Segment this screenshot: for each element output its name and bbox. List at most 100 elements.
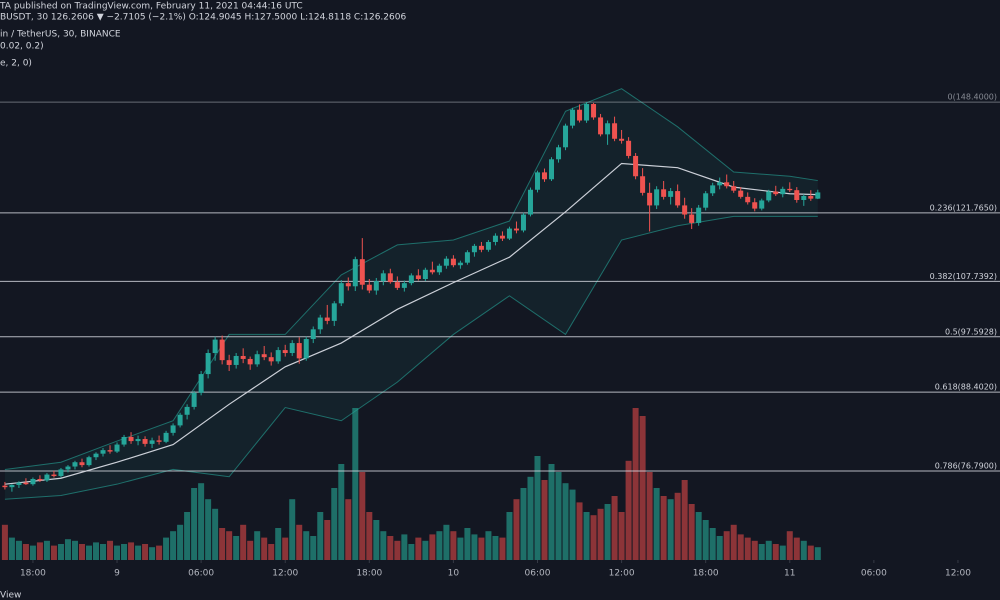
volume-bar bbox=[149, 547, 156, 560]
band-fill bbox=[4, 88, 818, 500]
volume-bar bbox=[78, 544, 85, 560]
candle-body bbox=[640, 176, 646, 193]
candle-body bbox=[808, 195, 814, 199]
header-line: BUSDT, 30 126.2606 ▼ −2.7105 (−2.1%) O:1… bbox=[0, 13, 406, 23]
volume-bar bbox=[695, 512, 702, 560]
candle-body bbox=[815, 192, 821, 199]
candle-body bbox=[268, 357, 274, 362]
candle-body bbox=[436, 265, 442, 273]
candle-body bbox=[689, 214, 695, 223]
candle-body bbox=[485, 241, 491, 250]
volume-bar bbox=[555, 472, 562, 560]
candle-body bbox=[310, 329, 316, 340]
x-tick-label: 12:00 bbox=[609, 569, 635, 579]
candle-body bbox=[780, 188, 786, 195]
volume-bar bbox=[450, 531, 457, 560]
candle-body bbox=[86, 457, 92, 466]
x-tick-label: 18:00 bbox=[693, 569, 719, 579]
candle-body bbox=[401, 283, 407, 288]
volume-bar bbox=[170, 531, 177, 560]
candle-body bbox=[261, 354, 267, 358]
candle-body bbox=[443, 258, 449, 266]
band-upper bbox=[4, 88, 818, 470]
volume-bar bbox=[569, 489, 576, 560]
candle-body bbox=[626, 140, 632, 156]
volume-bar bbox=[219, 528, 226, 560]
candle-body bbox=[352, 259, 358, 287]
volume-bar bbox=[716, 536, 723, 560]
candle-body bbox=[598, 117, 604, 135]
candle-body bbox=[752, 202, 758, 209]
volume-bar bbox=[401, 534, 408, 560]
candle-body bbox=[647, 192, 653, 206]
fib-label: 0.786(76.7900) bbox=[935, 461, 997, 470]
volume-bar bbox=[226, 531, 233, 560]
volume-bar bbox=[359, 472, 366, 560]
fib-label: 0.5(97.5928) bbox=[945, 327, 997, 336]
candle-body bbox=[205, 353, 211, 375]
band-lower bbox=[4, 215, 818, 500]
volume-bar bbox=[15, 540, 22, 560]
candle-body bbox=[16, 482, 22, 485]
volume-bar bbox=[303, 531, 310, 560]
candle-body bbox=[135, 439, 141, 442]
volume-bar bbox=[289, 499, 296, 560]
candle-body bbox=[549, 159, 555, 180]
volume-bar bbox=[499, 537, 506, 560]
candle-body bbox=[128, 436, 134, 442]
volume-bar bbox=[345, 499, 352, 560]
volume-bar bbox=[590, 515, 597, 560]
volume-bar bbox=[36, 542, 43, 560]
candle-body bbox=[556, 147, 562, 160]
candle-body bbox=[58, 469, 64, 477]
candle-body bbox=[563, 125, 569, 148]
volume-bar bbox=[261, 537, 268, 560]
candle-body bbox=[450, 258, 456, 266]
volume-bar bbox=[800, 540, 807, 560]
candle-body bbox=[513, 228, 519, 231]
volume-bar bbox=[723, 531, 730, 560]
volume-bar bbox=[597, 508, 604, 560]
header-line: TA published on TradingView.com, Februar… bbox=[0, 2, 303, 12]
volume-bar bbox=[737, 534, 744, 560]
volume-bar bbox=[730, 524, 737, 560]
volume-bar bbox=[184, 512, 191, 560]
volume-bar bbox=[485, 531, 492, 560]
candle-body bbox=[170, 425, 176, 433]
candle-body bbox=[591, 104, 597, 118]
candle-body bbox=[527, 189, 533, 215]
candle-body bbox=[247, 358, 253, 365]
candle-body bbox=[366, 284, 372, 291]
volume-bar bbox=[604, 504, 611, 560]
volume-bar bbox=[576, 502, 583, 560]
volume-bar bbox=[793, 537, 800, 560]
candle-body bbox=[499, 235, 505, 239]
fib-label: 0.236(121.7650) bbox=[930, 203, 997, 212]
volume-bar bbox=[142, 544, 149, 560]
volume-bar bbox=[331, 488, 338, 560]
candle-body bbox=[72, 462, 78, 467]
volume-bar bbox=[282, 537, 289, 560]
x-tick-label: 06:00 bbox=[188, 569, 214, 579]
volume-bar bbox=[317, 512, 324, 560]
candle-body bbox=[163, 432, 169, 442]
volume-bar bbox=[296, 524, 303, 560]
x-tick-label: 18:00 bbox=[20, 569, 46, 579]
volume-bar bbox=[22, 544, 29, 560]
candle-body bbox=[506, 228, 512, 239]
volume-bar bbox=[786, 531, 793, 560]
volume-bar bbox=[611, 496, 618, 560]
candle-body bbox=[520, 214, 526, 231]
volume-bar bbox=[681, 480, 688, 560]
candle-body bbox=[114, 444, 120, 452]
volume-bar bbox=[380, 531, 387, 560]
volume-bar bbox=[625, 460, 632, 560]
volume-bar bbox=[163, 537, 170, 560]
x-tick-label: 06:00 bbox=[525, 569, 551, 579]
candle-body bbox=[675, 191, 681, 206]
candle-body bbox=[387, 273, 393, 283]
volume-bar bbox=[653, 488, 660, 560]
volume-bar bbox=[268, 544, 275, 560]
volume-bar bbox=[394, 540, 401, 560]
